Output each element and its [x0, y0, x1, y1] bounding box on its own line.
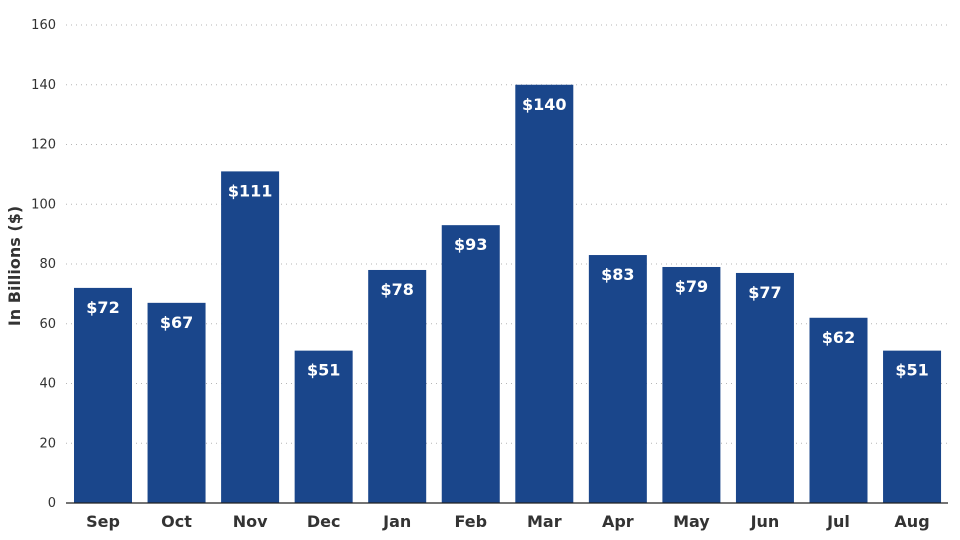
x-tick-label: Apr — [602, 512, 634, 531]
data-labels: $72 $67 $111 $51 $78 $93 $140 $83 $79 $77 $62 $51 — [86, 95, 928, 380]
bar-jan — [368, 269, 427, 503]
y-axis-label: In Billions ($) — [5, 206, 24, 326]
gridlines — [66, 24, 948, 444]
bars — [74, 84, 942, 503]
y-tick-label: 120 — [31, 138, 56, 153]
y-axis-ticks: 0 20 40 60 80 100 120 140 160 — [31, 18, 56, 511]
x-tick-label: May — [673, 512, 710, 531]
y-tick-label: 100 — [31, 197, 56, 212]
data-label: $72 — [86, 298, 119, 317]
data-label: $77 — [748, 283, 781, 302]
x-tick-label: Mar — [527, 512, 562, 531]
bar-jul — [809, 317, 868, 503]
data-label: $51 — [307, 361, 340, 380]
y-tick-label: 60 — [39, 317, 56, 332]
data-label: $111 — [228, 181, 273, 200]
data-label: $93 — [454, 235, 487, 254]
y-tick-label: 140 — [31, 78, 56, 93]
x-tick-label: Dec — [307, 512, 341, 531]
bar-may — [662, 266, 721, 503]
bar-jun — [735, 272, 794, 503]
bar-sep — [74, 287, 132, 503]
x-tick-label: Jun — [750, 512, 780, 531]
data-label: $51 — [895, 361, 928, 380]
bar-dec — [294, 350, 353, 503]
x-tick-label: Aug — [894, 512, 929, 531]
bar-apr — [588, 255, 647, 503]
x-tick-label: Feb — [454, 512, 487, 531]
x-tick-label: Jan — [382, 512, 411, 531]
data-label: $79 — [675, 277, 708, 296]
x-tick-label: Oct — [161, 512, 192, 531]
bar-aug — [883, 350, 942, 503]
x-tick-label: Sep — [86, 512, 120, 531]
bar-oct — [147, 302, 206, 503]
data-label: $83 — [601, 265, 634, 284]
y-tick-label: 40 — [39, 377, 56, 392]
data-label: $140 — [522, 95, 567, 114]
x-tick-label: Nov — [233, 512, 268, 531]
y-tick-label: 160 — [31, 18, 56, 33]
y-tick-label: 0 — [48, 496, 56, 511]
x-tick-label: Jul — [826, 512, 850, 531]
bar-nov — [221, 171, 280, 503]
y-tick-label: 20 — [39, 436, 56, 451]
bar-mar — [515, 84, 574, 503]
data-label: $62 — [822, 328, 855, 347]
y-tick-label: 80 — [39, 257, 56, 272]
data-label: $78 — [380, 280, 413, 299]
x-axis-ticks: Sep Oct Nov Dec Jan Feb Mar Apr May Jun Jul Aug — [86, 512, 930, 531]
data-label: $67 — [160, 313, 193, 332]
bar-feb — [441, 225, 500, 503]
